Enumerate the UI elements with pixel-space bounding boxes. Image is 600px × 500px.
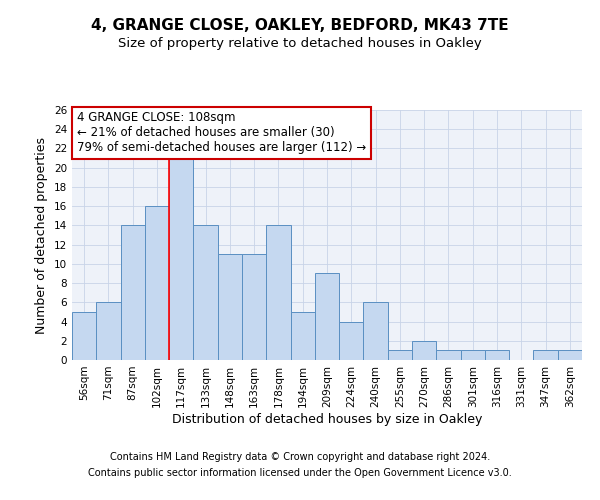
Bar (436, 350, 461, 360)
Text: Contains HM Land Registry data © Crown copyright and database right 2024.: Contains HM Land Registry data © Crown c… (110, 452, 490, 462)
Bar (364, 302, 388, 360)
Bar (193, 226, 218, 360)
Bar (412, 341, 436, 360)
Text: Size of property relative to detached houses in Oakley: Size of property relative to detached ho… (118, 38, 482, 51)
Text: 4 GRANGE CLOSE: 108sqm
← 21% of detached houses are smaller (30)
79% of semi-det: 4 GRANGE CLOSE: 108sqm ← 21% of detached… (77, 112, 367, 154)
Bar (242, 254, 266, 360)
Bar (266, 226, 290, 360)
Bar (339, 322, 364, 360)
Bar (388, 350, 412, 360)
Bar (315, 274, 339, 360)
Bar (169, 158, 193, 360)
Bar (96, 302, 121, 360)
Y-axis label: Number of detached properties: Number of detached properties (35, 136, 49, 334)
Bar (290, 312, 315, 360)
Bar (72, 312, 96, 360)
Text: 4, GRANGE CLOSE, OAKLEY, BEDFORD, MK43 7TE: 4, GRANGE CLOSE, OAKLEY, BEDFORD, MK43 7… (91, 18, 509, 32)
Bar (145, 206, 169, 360)
Text: Contains public sector information licensed under the Open Government Licence v3: Contains public sector information licen… (88, 468, 512, 477)
Bar (533, 350, 558, 360)
Bar (485, 350, 509, 360)
Bar (218, 254, 242, 360)
Bar (558, 350, 582, 360)
Bar (121, 226, 145, 360)
Bar (461, 350, 485, 360)
X-axis label: Distribution of detached houses by size in Oakley: Distribution of detached houses by size … (172, 412, 482, 426)
